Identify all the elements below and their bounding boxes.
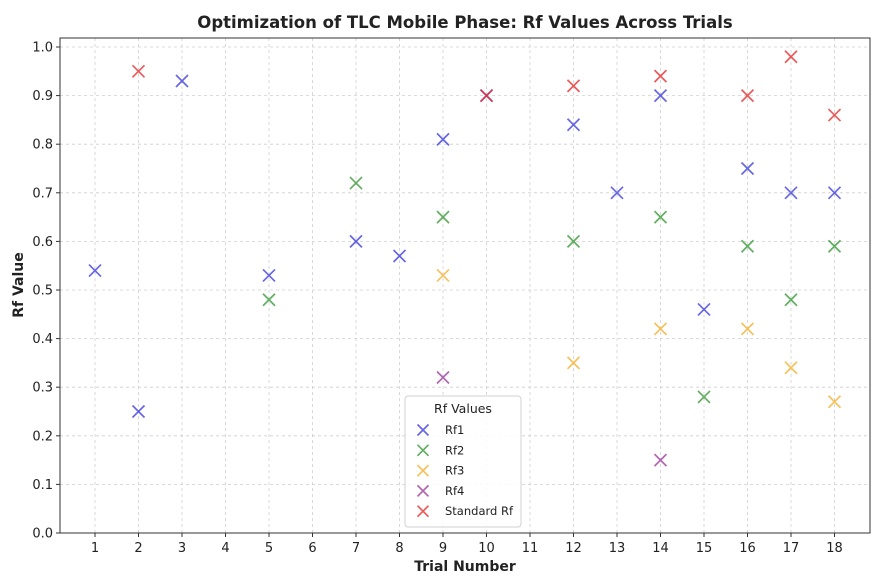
point-standard-rf (479, 88, 494, 103)
x-tick-label: 5 (265, 541, 273, 556)
x-tick-label: 6 (308, 541, 316, 556)
x-tick-label: 8 (395, 541, 403, 556)
point-rf1 (175, 74, 189, 88)
y-tick-label: 0.2 (32, 429, 53, 444)
point-rf4 (653, 453, 668, 467)
y-tick-label: 0.1 (32, 478, 53, 493)
point-rf3 (566, 356, 581, 370)
x-tick-label: 10 (478, 541, 495, 556)
point-rf1 (131, 404, 146, 419)
y-tick-label: 0.6 (32, 235, 53, 250)
legend-marker-rf4 (416, 484, 430, 498)
x-tick-label: 15 (696, 541, 713, 556)
x-tick-label: 13 (609, 541, 626, 556)
legend-label-rf4: Rf4 (445, 484, 464, 498)
point-rf1 (349, 234, 363, 249)
point-rf1 (827, 186, 842, 200)
legend-label-rf3: Rf3 (445, 464, 464, 478)
point-rf1 (740, 161, 755, 176)
x-tick-label: 3 (178, 541, 186, 556)
legend-title: Rf Values (434, 401, 492, 416)
y-tick-label: 0.9 (32, 89, 53, 104)
point-rf4 (436, 370, 450, 385)
point-standard-rf (740, 88, 755, 103)
y-tick-label: 0.8 (32, 138, 53, 153)
point-standard-rf (827, 108, 842, 122)
x-tick-label: 16 (739, 541, 756, 556)
point-rf2 (784, 293, 798, 307)
x-tick-label: 11 (522, 541, 539, 556)
legend: Rf Values Rf1 Rf2 Rf3 Rf4 Standard Rf (404, 395, 522, 528)
point-rf1 (392, 249, 407, 263)
point-rf1 (653, 88, 668, 103)
y-tick-label: 0.5 (32, 284, 53, 299)
point-rf2 (566, 234, 581, 249)
grid (60, 38, 870, 534)
legend-marker-rf1 (416, 423, 430, 437)
legend-box (404, 395, 522, 528)
y-axis: 0.0 0.1 0.2 0.3 0.4 0.5 0.6 0.7 0.8 0.9 1.0 (32, 41, 60, 542)
x-tick-label: 4 (221, 541, 229, 556)
point-rf2 (827, 239, 842, 253)
point-rf3 (784, 361, 798, 375)
legend-marker-rf2 (416, 444, 430, 457)
y-tick-label: 0.7 (32, 186, 53, 201)
x-tick-label: 14 (652, 541, 669, 556)
x-tick-label: 9 (439, 541, 447, 556)
point-rf2 (436, 210, 450, 224)
legend-label-rf2: Rf2 (445, 443, 464, 457)
point-standard-rf (566, 79, 581, 93)
point-standard-rf (653, 69, 668, 83)
legend-label-standard-rf: Standard Rf (445, 504, 514, 518)
plot-frame (59, 37, 871, 534)
point-rf2 (653, 210, 668, 224)
point-rf1 (784, 186, 798, 200)
point-rf3 (436, 268, 450, 283)
y-tick-label: 0.0 (32, 527, 53, 542)
y-axis-title: Rf Value (11, 252, 27, 318)
x-tick-label: 7 (352, 541, 360, 556)
point-standard-rf (131, 64, 146, 78)
x-tick-label: 17 (783, 541, 800, 556)
point-rf2 (740, 239, 755, 253)
point-rf1 (88, 263, 102, 278)
point-rf1 (697, 302, 711, 317)
point-rf2 (349, 176, 363, 190)
x-axis: 1 2 3 4 5 6 7 8 9 10 11 12 13 14 15 16 17 18 (91, 533, 843, 556)
point-rf1 (262, 268, 276, 283)
point-rf3 (653, 322, 668, 336)
point-rf2 (262, 293, 276, 307)
x-tick-label: 12 (565, 541, 582, 556)
chart-title: Optimization of TLC Mobile Phase: Rf Val… (197, 13, 733, 32)
legend-label-rf1: Rf1 (445, 423, 464, 437)
point-rf1 (610, 186, 624, 200)
point-rf1 (436, 132, 450, 146)
y-tick-label: 0.3 (32, 381, 53, 396)
point-rf3 (740, 322, 755, 336)
data-points (88, 50, 842, 467)
point-rf2 (697, 390, 711, 404)
x-tick-label: 18 (826, 541, 843, 556)
legend-marker-standard-rf (416, 505, 430, 518)
legend-marker-rf3 (416, 464, 430, 477)
point-rf1 (566, 118, 581, 132)
point-rf3 (827, 395, 842, 409)
x-tick-label: 1 (91, 541, 99, 556)
point-standard-rf (784, 50, 798, 64)
y-tick-label: 0.4 (32, 332, 53, 347)
x-tick-label: 2 (134, 541, 142, 556)
x-axis-title: Trial Number (414, 559, 516, 575)
y-tick-label: 1.0 (32, 41, 53, 56)
